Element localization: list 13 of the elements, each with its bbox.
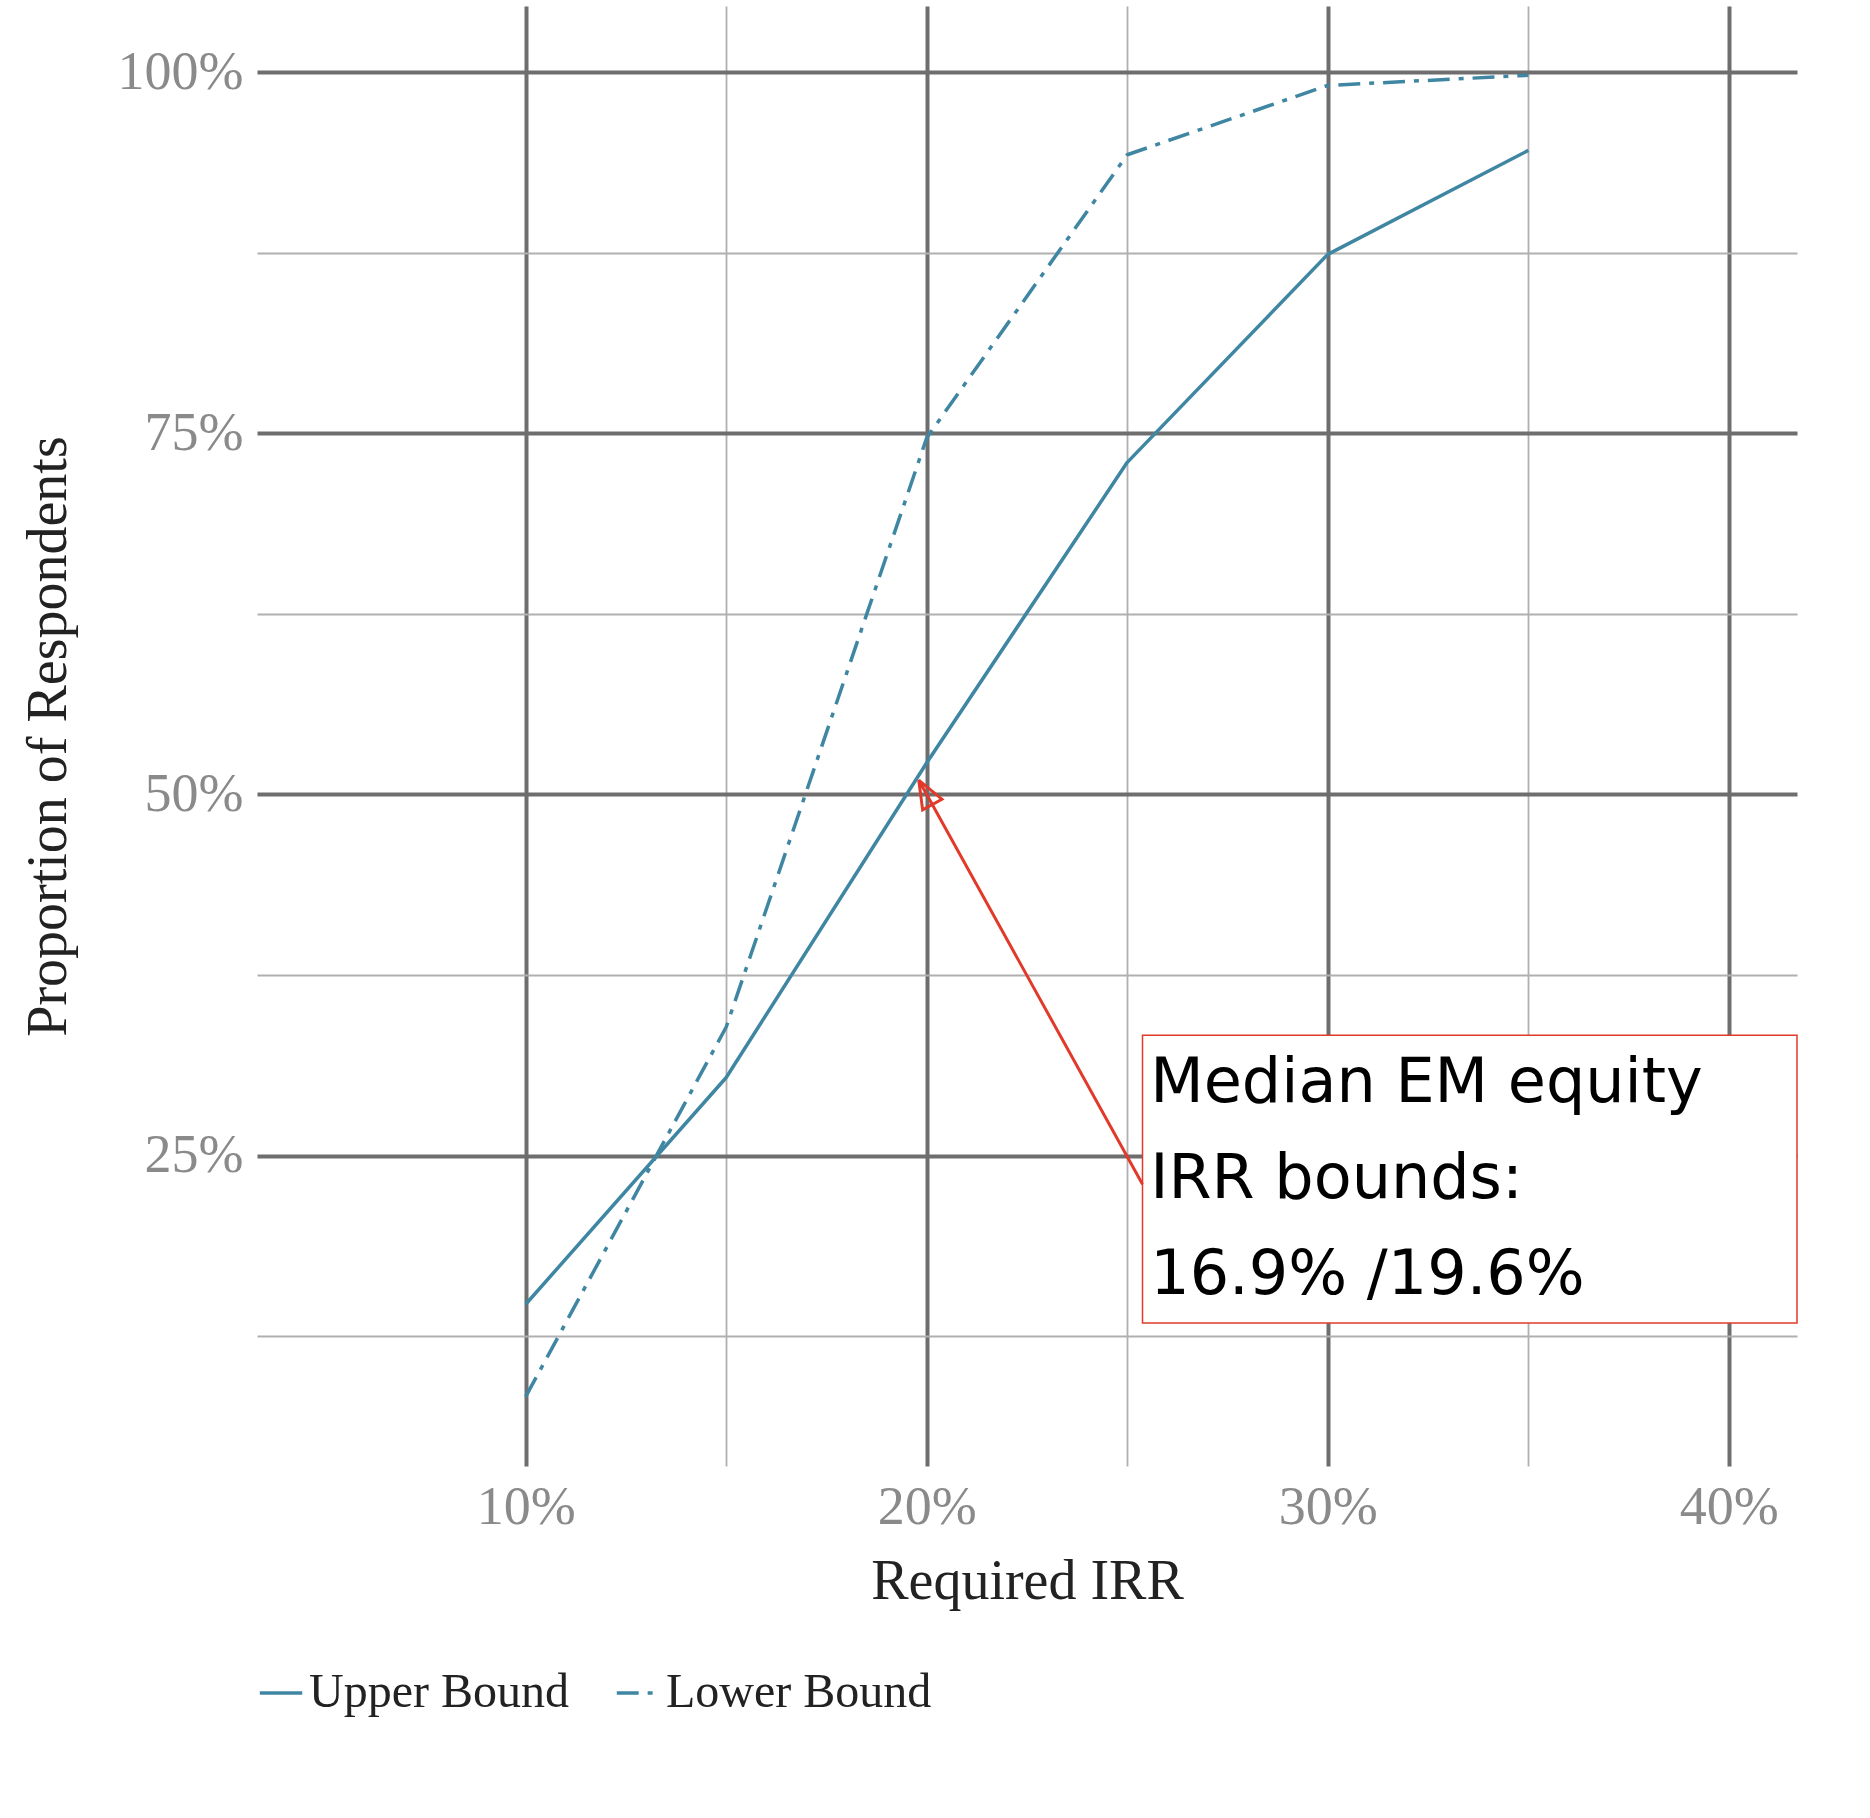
x-tick-label: 20% <box>877 1475 977 1536</box>
annotation: Median EM equity IRR bounds: 16.9% /19.6% <box>1150 1043 1703 1309</box>
x-tick-label: 30% <box>1278 1475 1378 1536</box>
legend-label: Upper Bound <box>309 1664 569 1717</box>
y-tick-label: 75% <box>144 401 244 462</box>
legend-label: Lower Bound <box>666 1664 932 1717</box>
y-tick-label: 50% <box>144 762 244 823</box>
y-tick-label: 100% <box>117 40 244 101</box>
y-tick-label: 25% <box>144 1124 244 1185</box>
y-axis-title: Proportion of Respondents <box>15 436 78 1037</box>
x-tick-label: 10% <box>476 1475 576 1536</box>
x-axis-title: Required IRR <box>871 1548 1185 1611</box>
x-tick-label: 40% <box>1679 1475 1779 1536</box>
